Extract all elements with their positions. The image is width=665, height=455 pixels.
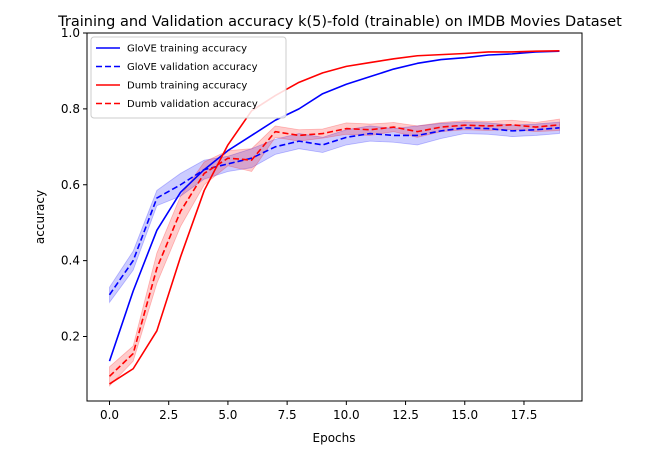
plot-frame bbox=[86, 32, 583, 402]
x-tick-label: 10.0 bbox=[333, 408, 360, 422]
legend-label-0: GloVE training accuracy bbox=[127, 44, 247, 55]
x-tick-label: 7.5 bbox=[278, 408, 297, 422]
legend-box bbox=[90, 36, 287, 119]
y-axis-ticks: 0.2 0.4 0.6 0.8 1.0 bbox=[61, 26, 87, 344]
confidence-bands bbox=[109, 118, 560, 387]
line-series-1 bbox=[108, 127, 560, 296]
x-tick-label: 0.0 bbox=[100, 408, 119, 422]
y-tick-label: 0.4 bbox=[61, 254, 80, 268]
x-axis-title: Epochs bbox=[313, 431, 356, 445]
legend: GloVE training accuracy GloVE validation … bbox=[90, 36, 287, 119]
x-tick-label: 15.0 bbox=[451, 408, 478, 422]
x-tick-label: 5.0 bbox=[218, 408, 237, 422]
x-tick-label: 12.5 bbox=[392, 408, 419, 422]
y-tick-label: 0.2 bbox=[61, 330, 80, 344]
line-series-0 bbox=[108, 50, 560, 362]
band-series-1 bbox=[109, 121, 560, 304]
legend-label-2: Dumb training accuracy bbox=[127, 81, 247, 92]
line-series-3 bbox=[108, 124, 560, 377]
x-tick-label: 17.5 bbox=[511, 408, 538, 422]
series-lines bbox=[108, 50, 560, 385]
legend-label-1: GloVE validation accuracy bbox=[127, 62, 258, 73]
y-tick-label: 0.8 bbox=[61, 102, 80, 116]
y-tick-label: 1.0 bbox=[61, 26, 80, 40]
y-tick-label: 0.6 bbox=[61, 178, 80, 192]
band-series-3 bbox=[109, 118, 560, 387]
x-axis-ticks: 0.0 2.5 5.0 7.5 10.0 12.5 15.0 17.5 bbox=[100, 401, 537, 422]
line-series-2 bbox=[109, 50, 560, 385]
y-axis-title: accuracy bbox=[33, 190, 47, 244]
legend-label-3: Dumb validation accuracy bbox=[127, 99, 258, 110]
x-tick-label: 2.5 bbox=[159, 408, 178, 422]
chart-title: Training and Validation accuracy k(5)-fo… bbox=[57, 14, 622, 30]
